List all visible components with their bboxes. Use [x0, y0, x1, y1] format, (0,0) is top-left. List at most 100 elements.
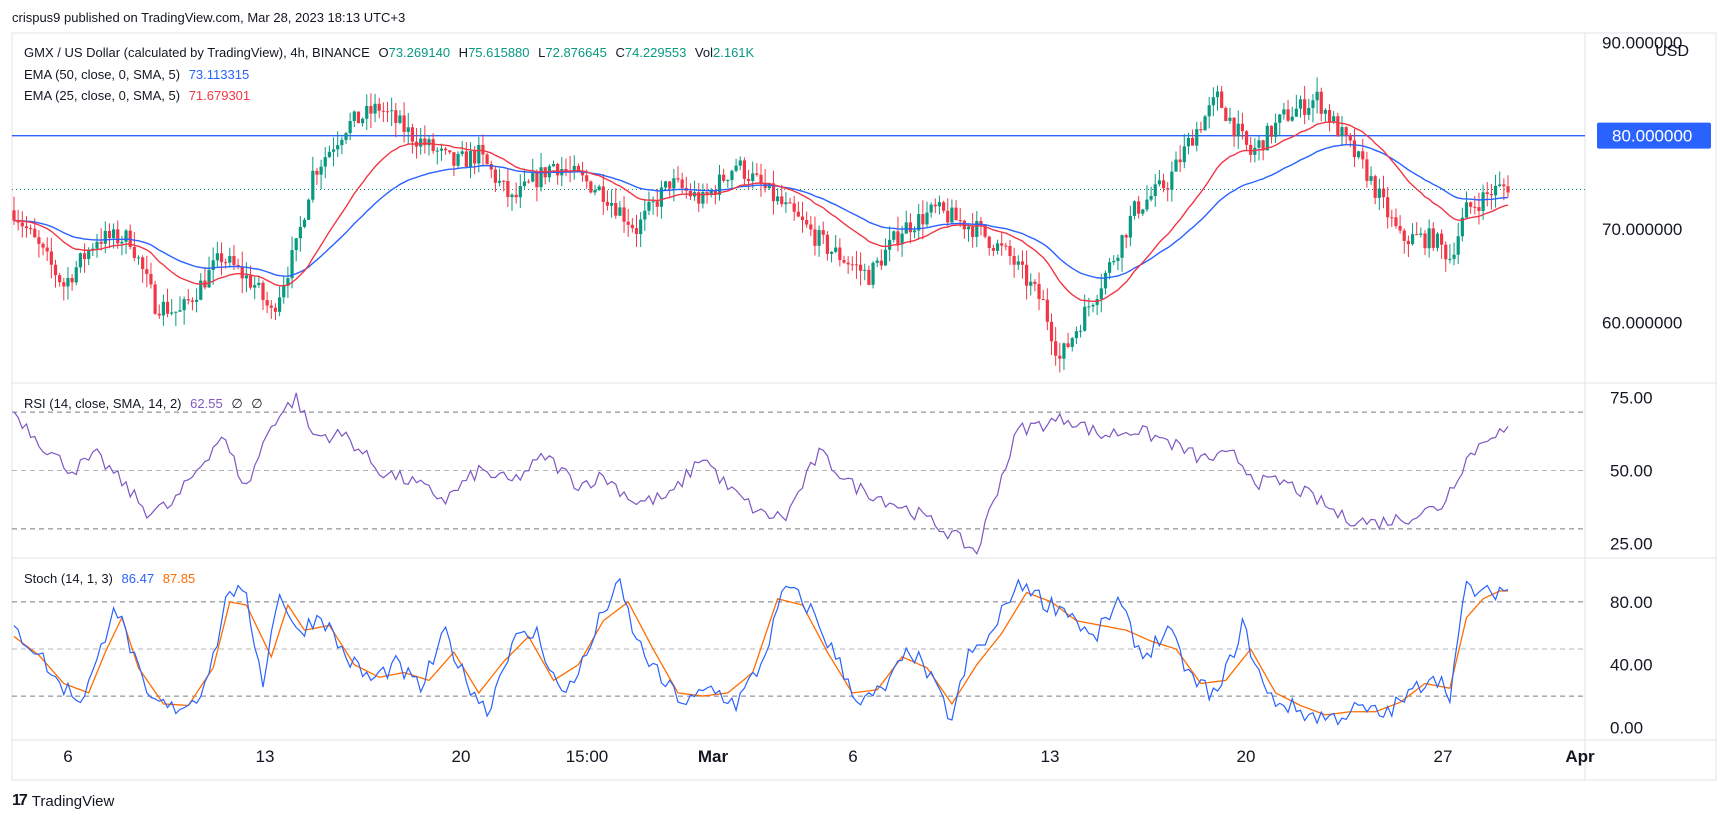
candle — [1485, 182, 1489, 207]
candle — [136, 255, 141, 265]
candle — [211, 247, 215, 285]
candle — [82, 243, 87, 273]
stoch-tick: 0.00 — [1610, 718, 1643, 737]
candle — [365, 94, 369, 131]
level-badge: 80.000000 — [1597, 122, 1711, 149]
candle — [49, 237, 53, 279]
candle — [381, 102, 385, 123]
tradingview-footer[interactable]: 17 TradingView — [12, 792, 114, 810]
candle — [510, 193, 514, 211]
candle — [385, 101, 390, 123]
candle — [1016, 255, 1020, 271]
candle — [589, 180, 593, 194]
candle — [435, 147, 439, 165]
candle — [601, 173, 605, 215]
candle — [950, 199, 954, 225]
candle — [709, 187, 713, 198]
candle — [1365, 151, 1369, 188]
candle — [58, 272, 62, 287]
candle — [1327, 104, 1332, 132]
candle — [112, 223, 116, 249]
candle — [178, 296, 182, 312]
candle — [1120, 234, 1124, 272]
tradingview-logo-icon: 17 — [12, 792, 28, 809]
candle — [1045, 288, 1049, 331]
candle — [1456, 222, 1460, 265]
candle — [1394, 208, 1398, 229]
candle — [1431, 222, 1435, 252]
stoch-k-value: 86.47 — [121, 571, 155, 586]
candle — [1336, 112, 1340, 137]
candle — [1402, 228, 1406, 254]
candle — [377, 97, 381, 119]
candle — [493, 166, 497, 193]
ohlc-low: L72.876645 — [538, 45, 607, 60]
candle — [174, 311, 178, 327]
candle — [564, 158, 568, 177]
rsi-extra-1: ∅ — [231, 396, 243, 411]
candle — [1415, 222, 1419, 236]
candle — [1153, 174, 1157, 207]
candle — [452, 151, 456, 177]
candle — [717, 165, 722, 201]
candle — [464, 142, 468, 168]
candle — [1352, 128, 1357, 168]
candle — [282, 275, 286, 304]
candle — [1008, 240, 1012, 265]
candle — [651, 196, 655, 215]
candle — [66, 267, 70, 300]
candle — [373, 93, 377, 123]
candle — [792, 195, 796, 221]
candle — [1070, 336, 1074, 352]
candle — [1469, 201, 1473, 214]
candle — [62, 277, 66, 301]
candle — [195, 288, 199, 313]
candle — [946, 198, 950, 228]
candle — [917, 204, 921, 240]
candle — [37, 230, 41, 258]
candle — [900, 225, 904, 257]
candle — [149, 262, 153, 289]
candle — [527, 179, 531, 184]
candle — [722, 168, 726, 183]
candle — [705, 183, 709, 204]
candle — [892, 230, 896, 243]
candle — [755, 163, 759, 177]
candle — [1278, 113, 1282, 136]
candle — [502, 180, 506, 192]
candle — [1033, 279, 1037, 292]
candle — [323, 147, 327, 179]
candle — [846, 256, 850, 274]
candle — [298, 216, 302, 252]
candle — [821, 221, 825, 245]
candle — [971, 212, 975, 248]
candle — [1000, 232, 1004, 256]
candle — [1124, 233, 1128, 249]
candle — [1145, 185, 1149, 212]
candle — [74, 261, 78, 286]
candle — [688, 183, 693, 201]
symbol-legend: GMX / US Dollar (calculated by TradingVi… — [24, 45, 759, 60]
candle — [1004, 242, 1008, 251]
stoch-d-line — [13, 590, 1508, 716]
candle — [983, 225, 987, 239]
candle — [24, 216, 29, 238]
candle — [394, 102, 398, 138]
candle — [1444, 241, 1448, 272]
candle — [190, 297, 195, 311]
candle — [307, 198, 311, 220]
candle — [419, 127, 423, 155]
candle — [1049, 313, 1054, 356]
candle — [1319, 87, 1323, 122]
ema25-line — [13, 121, 1509, 303]
candle — [1191, 129, 1195, 146]
ema50-label: EMA (50, close, 0, SMA, 5) — [24, 67, 181, 82]
time-tick: 13 — [256, 747, 275, 766]
candle — [1020, 250, 1025, 279]
candle — [1286, 99, 1290, 123]
candle — [738, 156, 742, 171]
candle — [41, 242, 45, 256]
candle — [1182, 133, 1186, 169]
candle — [776, 188, 780, 205]
